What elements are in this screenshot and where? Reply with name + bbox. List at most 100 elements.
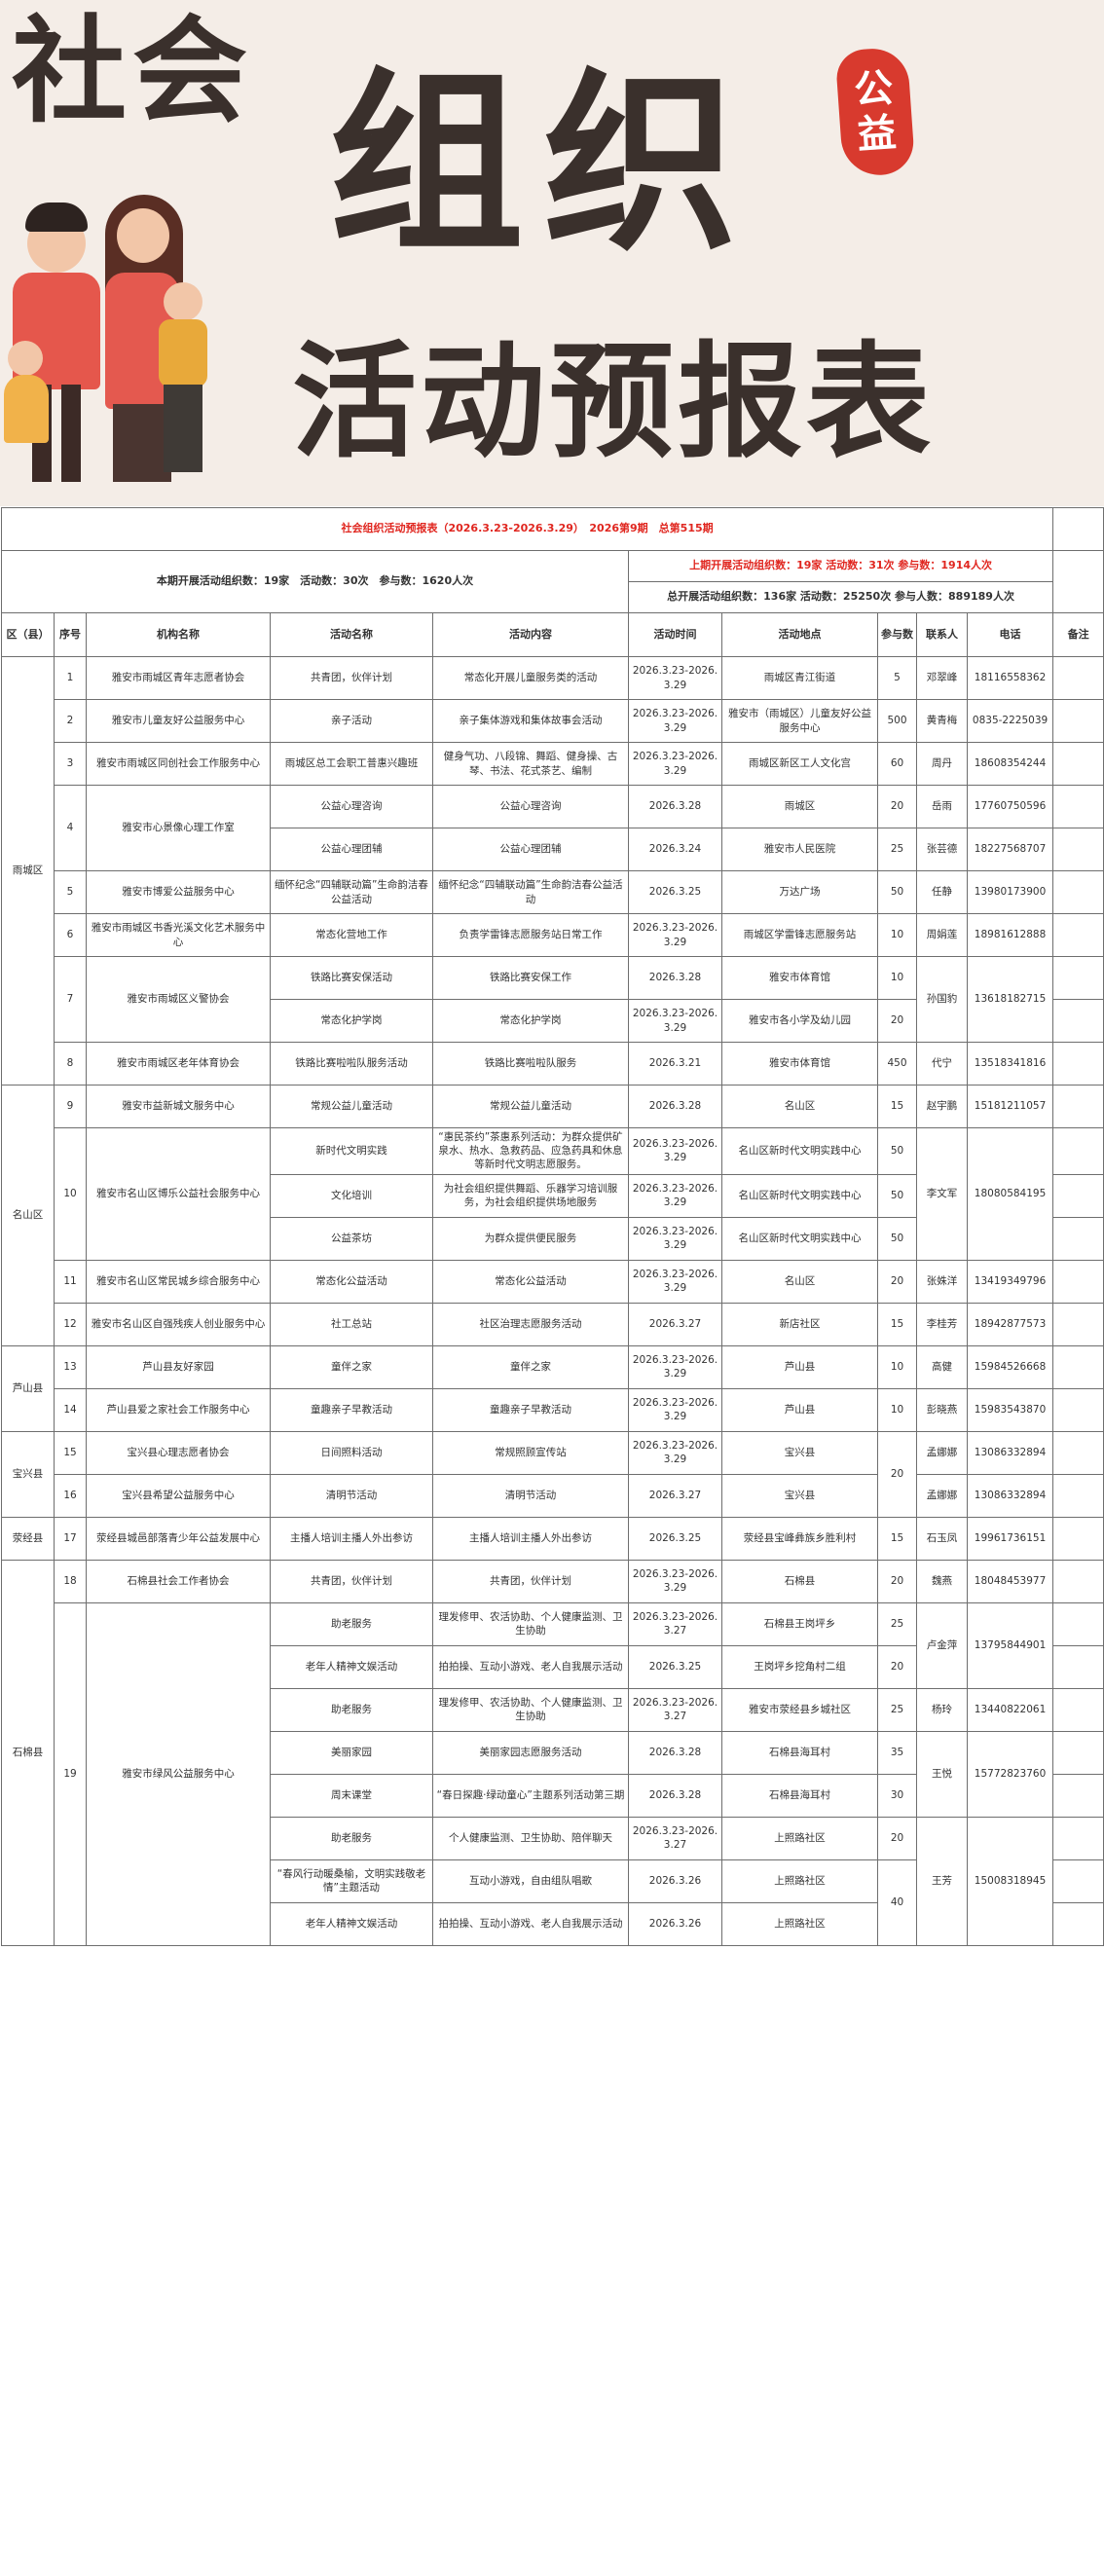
cell-activity-place: 名山区新时代文明实践中心 [721,1173,878,1218]
cell-activity-time: 2026.3.25 [628,1644,722,1689]
cell-activity-content: 亲子集体游戏和集体故事会活动 [432,699,629,743]
banner-title-activity-forecast: 活动预报表 [292,330,936,475]
cell-serial: 14 [54,1387,87,1432]
cell-note [1052,1858,1104,1903]
cell-contact: 王芳 [916,1816,968,1946]
cell-participants: 30 [877,1773,917,1818]
cell-activity-place: 雅安市体育馆 [721,956,878,1000]
cell-activity-place: 雅安市人民医院 [721,828,878,871]
table-row: 公益茶坊 为群众提供便民服务 2026.3.23-2026.3.29 名山区新时代文明… [2,1216,1104,1261]
cell-org-name: 宝兴县希望公益服务中心 [86,1473,271,1518]
title-note-cell [1052,507,1104,551]
cell-note [1052,1516,1104,1561]
cell-activity-content: “春日探趣·绿动童心”主题系列活动第三期 [432,1773,629,1818]
table-row: 老年人精神文娱活动 拍拍操、互动小游戏、老人自我展示活动 2026.3.25 王岗坪乡… [2,1644,1104,1689]
header-activity-name: 活动名称 [270,612,433,657]
cell-activity-name: 助老服务 [270,1601,433,1646]
cell-activity-time: 2026.3.25 [628,870,722,914]
cell-activity-time: 2026.3.23-2026.3.29 [628,1259,722,1304]
cell-activity-name: 助老服务 [270,1816,433,1860]
cell-activity-time: 2026.3.28 [628,785,722,828]
cell-phone: 13440822061 [966,1687,1054,1732]
activity-forecast-table: 社会组织活动预报表（2026.3.23-2026.3.29） 2026第9期 总… [0,507,1104,1946]
cell-serial: 3 [54,742,87,786]
public-welfare-seal: 公 益 [834,46,916,178]
cell-contact: 张姝洋 [916,1259,968,1304]
cell-activity-time: 2026.3.26 [628,1901,722,1946]
cell-activity-time: 2026.3.23-2026.3.29 [628,1216,722,1261]
cell-activity-content: 理发修甲、农活协助、个人健康监测、卫生协助 [432,1601,629,1646]
cell-org-name: 雅安市儿童友好公益服务中心 [86,699,271,743]
cell-contact: 李桂芳 [916,1302,968,1346]
cell-phone: 13795844901 [966,1601,1054,1689]
cell-note [1052,1216,1104,1261]
cell-activity-time: 2026.3.23-2026.3.29 [628,742,722,786]
table-row: 常态化护学岗 常态化护学岗 2026.3.23-2026.3.29 雅安市各小学及幼儿… [2,999,1104,1043]
table-header-row: 区（县） 序号 机构名称 活动名称 活动内容 活动时间 活动地点 参与数 联系人 电话 备注 [1,612,1104,657]
cell-phone: 18981612888 [966,913,1054,957]
table-row: 石棉县 18 石棉县社会工作者协会 共青团，伙伴计划 共青团，伙伴计划 2026.3.23… [1,1559,1104,1946]
seal-char: 益 [856,110,899,159]
cell-serial: 6 [54,913,87,957]
table-title: 社会组织活动预报表（2026.3.23-2026.3.29） 2026第9期 总… [0,507,1054,551]
cell-note [1052,1127,1104,1175]
cell-note [1052,1430,1104,1475]
cell-activity-name: 美丽家园 [270,1730,433,1775]
cell-contact: 孙国豹 [916,956,968,1043]
cell-contact: 任静 [916,870,968,914]
cell-activity-content: 童伴之家 [432,1344,629,1389]
table-row: 宝兴县 15 宝兴县心理志愿者协会 日间照料活动 常规照顾宣传站 2026.3.23-20… [1,1430,1104,1518]
cell-activity-name: 常态化护学岗 [270,999,433,1043]
header-activity-content: 活动内容 [432,612,629,657]
cell-activity-place: 名山区新时代文明实践中心 [721,1216,878,1261]
table-row: 芦山县 13 芦山县友好家园 童伴之家 童伴之家 2026.3.23-2026.3.29 芦… [1,1344,1104,1432]
cell-activity-name: 共青团，伙伴计划 [270,1559,433,1603]
cell-note [1052,1473,1104,1518]
summary-total: 总开展活动组织数：136家 活动数：25250次 参与人数：889189人次 [627,581,1054,613]
cell-note [1052,870,1104,914]
cell-org-name: 雅安市心景像心理工作室 [86,785,271,871]
cell-contact: 邓翠峰 [916,656,968,700]
cell-activity-place: 雨城区学雷锋志愿服务站 [721,913,878,957]
cell-org-name: 雅安市名山区博乐公益社会服务中心 [86,1127,271,1261]
cell-district: 雨城区 [1,656,55,1086]
cell-note [1052,656,1104,700]
cell-activity-content: 拍拍操、互动小游戏、老人自我展示活动 [432,1901,629,1946]
cell-activity-time: 2026.3.21 [628,1042,722,1086]
cell-activity-place: 名山区 [721,1085,878,1128]
cell-activity-name: 常态化营地工作 [270,913,433,957]
header-activity-time: 活动时间 [628,612,722,657]
cell-activity-content: 拍拍操、互动小游戏、老人自我展示活动 [432,1644,629,1689]
cell-serial: 15 [54,1430,87,1475]
cell-activity-content: 常态化开展儿童服务类的活动 [432,656,629,700]
cell-note [1052,1773,1104,1818]
cell-activity-name: 公益茶坊 [270,1216,433,1261]
cell-serial: 16 [54,1473,87,1518]
cell-org-name: 雅安市绿风公益服务中心 [86,1601,271,1946]
cell-org-name: 雅安市雨城区老年体育协会 [86,1042,271,1086]
cell-contact: 周娟莲 [916,913,968,957]
cell-note [1052,956,1104,1000]
cell-activity-name: 童伴之家 [270,1344,433,1389]
summary-row: 本期开展活动组织数：19家 活动数：30次 参与数：1620人次 上期开展活动组… [1,550,1104,613]
cell-district: 宝兴县 [1,1430,55,1518]
header-org-name: 机构名称 [86,612,271,657]
cell-note [1052,1730,1104,1775]
cell-activity-place: 上照路社区 [721,1901,878,1946]
cell-activity-place: 雨城区 [721,785,878,828]
cell-participants: 60 [877,742,917,786]
table-row: 7 雅安市雨城区义警协会 铁路比赛安保活动 铁路比赛安保工作 2026.3.28 雅安市体… [2,956,1104,1043]
cell-participants: 50 [877,870,917,914]
cell-org-name: 雅安市雨城区青年志愿者协会 [86,656,271,700]
cell-activity-time: 2026.3.23-2026.3.27 [628,1687,722,1732]
header-district: 区（县） [1,612,55,657]
cell-activity-time: 2026.3.27 [628,1302,722,1346]
header-serial: 序号 [54,612,87,657]
cell-activity-time: 2026.3.23-2026.3.29 [628,1127,722,1175]
cell-note [1052,999,1104,1043]
cell-serial: 8 [54,1042,87,1086]
cell-phone: 15772823760 [966,1730,1054,1818]
cell-participants: 25 [877,1687,917,1732]
cell-org-name: 雅安市雨城区书香光溪文化艺术服务中心 [86,913,271,957]
header-banner: 社会 组织 活动预报表 公 益 [0,0,1104,506]
